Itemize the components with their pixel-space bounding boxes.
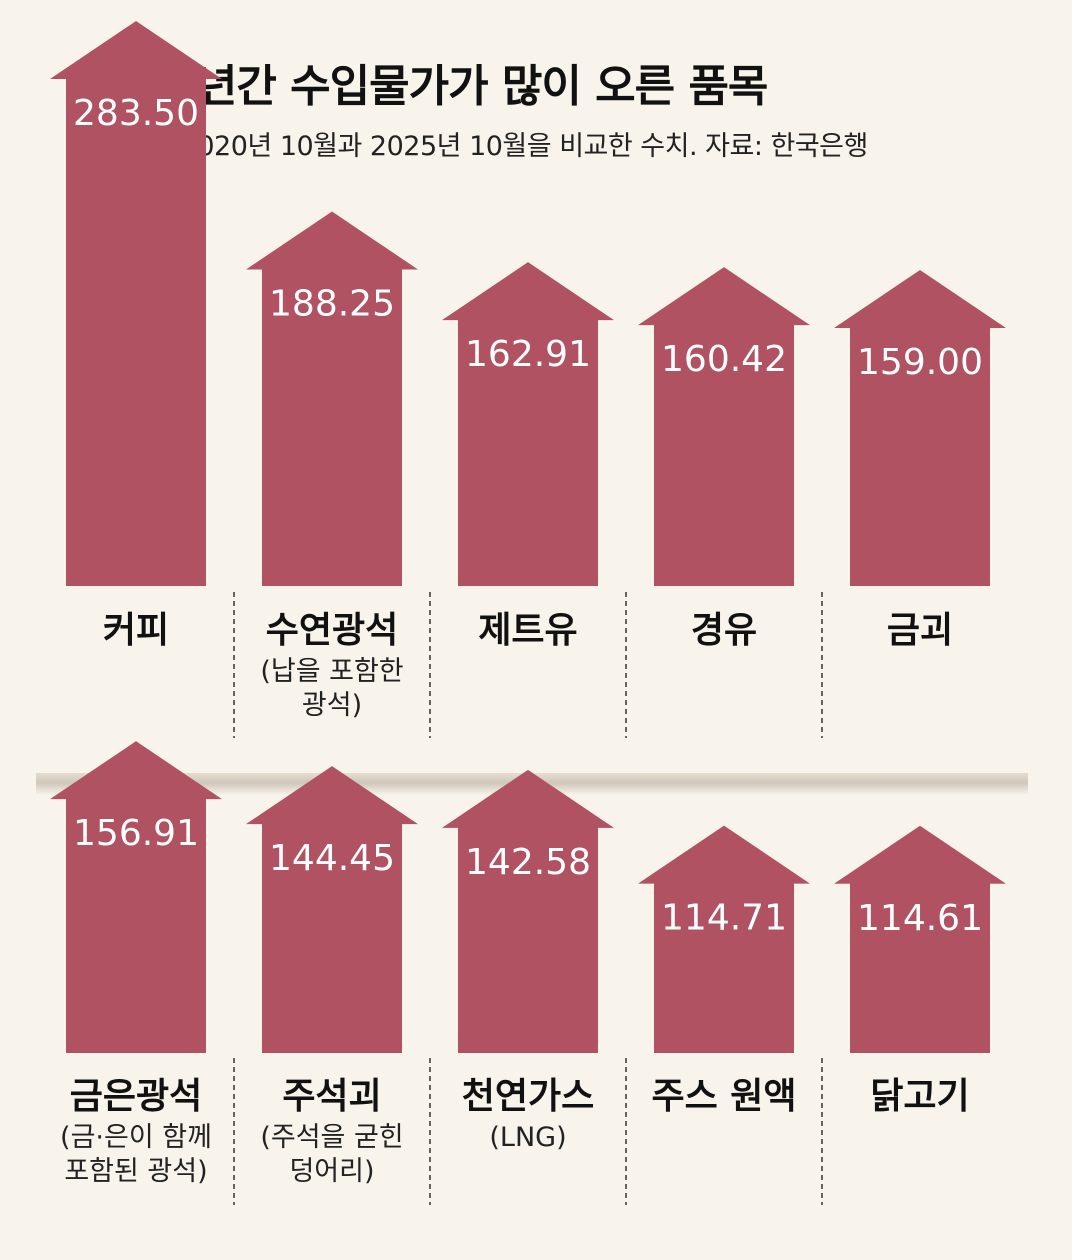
category-label: 천연가스 (462, 1076, 594, 1117)
bar-value-label: 159.00 (857, 342, 983, 383)
bar (246, 211, 418, 586)
bar-group: 114.71 주스 원액 (638, 825, 810, 1117)
category-label: 커피 (103, 610, 169, 651)
bar-value-label: 114.71 (661, 898, 787, 939)
bar (442, 769, 614, 1053)
bar-group: 142.58 천연가스 (LNG) (442, 769, 614, 1153)
bar-value-label: 160.42 (661, 339, 787, 380)
bar-value-label: 114.61 (857, 898, 983, 939)
category-label: 경유 (691, 610, 757, 651)
bar (834, 825, 1006, 1053)
bar-group: 159.00 금괴 (834, 270, 1006, 651)
category-label: 닭고기 (870, 1076, 969, 1117)
category-note: 포함된 광석) (64, 1156, 207, 1187)
bar-group: 160.42 경유 (638, 267, 810, 651)
bar-value-label: 283.50 (73, 93, 199, 134)
bar-group: 114.61 닭고기 (834, 825, 1006, 1117)
category-label: 주석괴 (282, 1076, 381, 1117)
bar (50, 21, 222, 586)
category-note: 광석) (302, 690, 362, 721)
category-label: 제트유 (478, 610, 577, 651)
category-note: (LNG) (489, 1122, 566, 1153)
category-note: (주석을 굳힌 (260, 1122, 403, 1153)
bar (638, 825, 810, 1053)
bar-group: 283.50 커피 (50, 21, 222, 651)
category-note: 덩어리) (289, 1156, 374, 1187)
bar-value-label: 144.45 (269, 838, 395, 879)
category-label: 수연광석 (266, 610, 398, 651)
category-label: 금은광석 (70, 1076, 202, 1117)
bar-group: 162.91 제트유 (442, 262, 614, 651)
bar (50, 741, 222, 1053)
category-note: (납을 포함한 (260, 656, 403, 687)
category-note: (금·은이 함께 (60, 1122, 212, 1153)
bar (834, 270, 1006, 586)
category-label: 금괴 (887, 610, 953, 651)
bar (246, 766, 418, 1053)
bar (442, 262, 614, 586)
bar-value-label: 142.58 (465, 842, 591, 883)
bar-value-label: 156.91 (73, 813, 199, 854)
chart-subtitle: 단위: %. 2020년 10월과 2025년 10월을 비교한 수치. 자료:… (74, 131, 868, 162)
bar (638, 267, 810, 586)
bar-value-label: 188.25 (269, 284, 395, 325)
bar-value-label: 162.91 (465, 334, 591, 375)
category-label: 주스 원액 (651, 1076, 796, 1117)
